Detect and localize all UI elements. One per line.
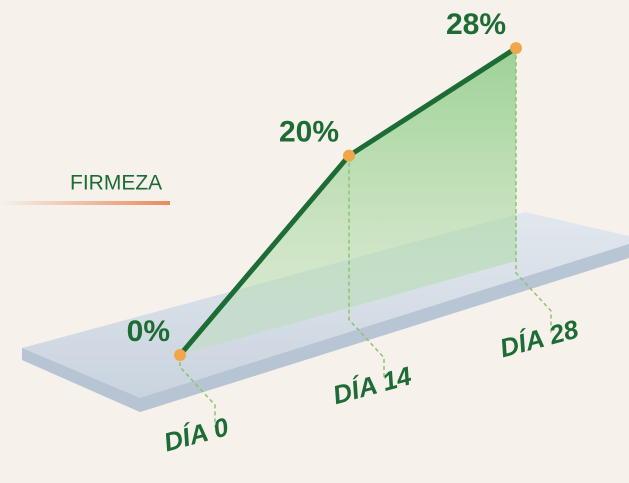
marker	[510, 42, 522, 55]
drop-line	[515, 48, 552, 333]
label-underline	[0, 201, 170, 205]
marker	[343, 149, 355, 162]
value-label: 20%	[279, 116, 339, 149]
drop-line	[348, 155, 385, 380]
drop-line	[179, 355, 216, 427]
area	[180, 48, 516, 356]
marker	[174, 349, 186, 361]
metric-label: FIRMEZA	[70, 172, 162, 195]
value-label: 28%	[446, 8, 506, 41]
value-label: 0%	[127, 315, 170, 348]
